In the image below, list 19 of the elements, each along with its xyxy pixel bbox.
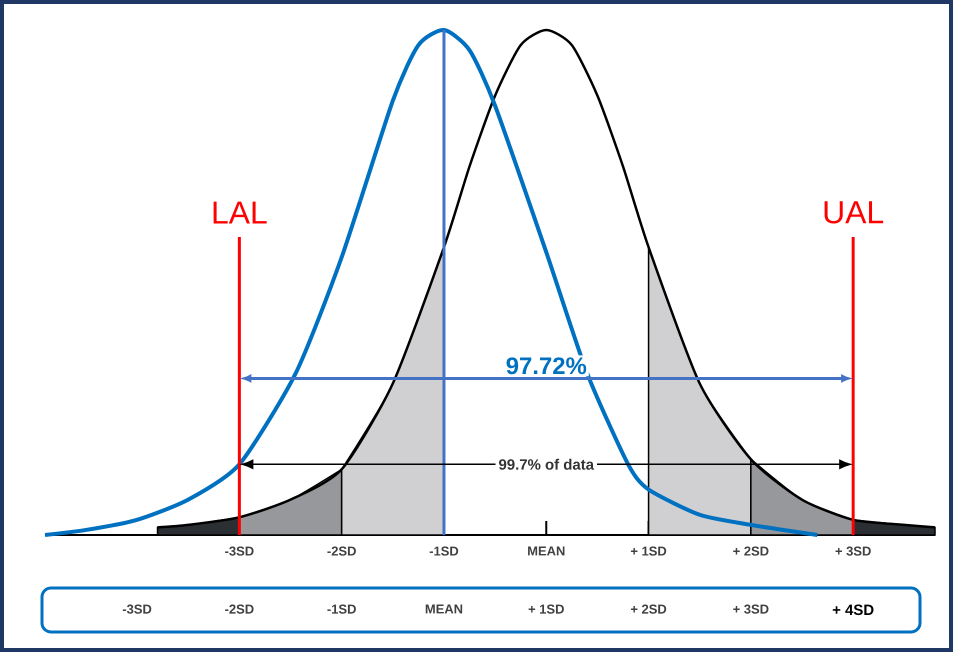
x-tick-label: + 2SD — [733, 546, 768, 556]
x2-tick-label: -1SD — [327, 604, 356, 614]
x-tick-label: + 3SD — [836, 546, 871, 556]
x2-tick-label: + 1SD — [528, 604, 564, 614]
x-tick-label: -3SD — [225, 546, 254, 556]
x-tick-label: MEAN — [528, 546, 564, 556]
ref-line-label: LAL — [214, 202, 267, 224]
x-tick-label: -2SD — [327, 546, 356, 556]
x-tick-label: + 1SD — [630, 546, 666, 556]
x2-tick-label: + 2SD — [630, 604, 666, 614]
x2-tick-label: -3SD — [122, 604, 152, 614]
x2-tick-label: MEAN — [426, 604, 462, 614]
x2-tick-label: + 3SD — [733, 604, 768, 614]
annotation: 99.7% of data — [499, 458, 594, 470]
x2-tick-label: -2SD — [225, 604, 254, 614]
ref-line-label: UAL — [824, 201, 884, 224]
x-tick-label: -1SD — [430, 546, 458, 556]
annotation: 97.72% — [506, 357, 586, 374]
x2-tick-label: + 4SD — [832, 604, 874, 616]
